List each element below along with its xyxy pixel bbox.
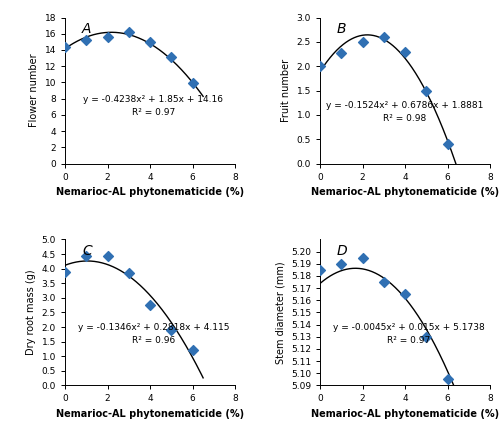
Text: y = -0.1346x² + 0.2818x + 4.115
R² = 0.96: y = -0.1346x² + 0.2818x + 4.115 R² = 0.9…: [78, 323, 229, 345]
Point: [444, 376, 452, 383]
Text: D: D: [337, 244, 347, 258]
Y-axis label: Dry root mass (g): Dry root mass (g): [26, 270, 36, 355]
Point: [167, 326, 175, 333]
Y-axis label: Stem diameter (mm): Stem diameter (mm): [276, 261, 285, 364]
Point: [337, 260, 345, 267]
Text: y = -0.4238x² + 1.85x + 14.16
R² = 0.97: y = -0.4238x² + 1.85x + 14.16 R² = 0.97: [84, 95, 224, 117]
Point: [380, 33, 388, 40]
Y-axis label: Flower number: Flower number: [29, 54, 39, 127]
Y-axis label: Fruit number: Fruit number: [281, 59, 291, 122]
Point: [125, 28, 133, 35]
Point: [188, 347, 196, 354]
Point: [316, 63, 324, 70]
Point: [358, 39, 366, 46]
X-axis label: Nemarioc-AL phytonematicide (%): Nemarioc-AL phytonematicide (%): [56, 409, 244, 419]
Point: [380, 279, 388, 286]
Point: [104, 252, 112, 259]
Point: [61, 268, 69, 275]
Text: A: A: [82, 22, 92, 36]
Point: [188, 80, 196, 87]
Point: [82, 252, 90, 259]
X-axis label: Nemarioc-AL phytonematicide (%): Nemarioc-AL phytonematicide (%): [56, 187, 244, 197]
Text: y = -0.0045x² + 0.015x + 5.1738
R² = 0.97: y = -0.0045x² + 0.015x + 5.1738 R² = 0.9…: [332, 323, 484, 345]
Point: [401, 291, 409, 298]
Point: [401, 48, 409, 55]
Point: [422, 333, 430, 340]
Point: [146, 39, 154, 46]
Point: [82, 37, 90, 44]
Point: [104, 33, 112, 40]
Point: [337, 49, 345, 56]
X-axis label: Nemarioc-AL phytonematicide (%): Nemarioc-AL phytonematicide (%): [311, 409, 499, 419]
Text: y = -0.1524x² + 0.6786x + 1.8881
R² = 0.98: y = -0.1524x² + 0.6786x + 1.8881 R² = 0.…: [326, 101, 484, 123]
Point: [444, 141, 452, 148]
Text: C: C: [82, 244, 92, 258]
Point: [358, 254, 366, 261]
Point: [422, 87, 430, 94]
Point: [61, 43, 69, 50]
Text: B: B: [337, 22, 346, 36]
Point: [167, 54, 175, 61]
X-axis label: Nemarioc-AL phytonematicide (%): Nemarioc-AL phytonematicide (%): [311, 187, 499, 197]
Point: [316, 266, 324, 273]
Point: [125, 269, 133, 276]
Point: [146, 302, 154, 309]
